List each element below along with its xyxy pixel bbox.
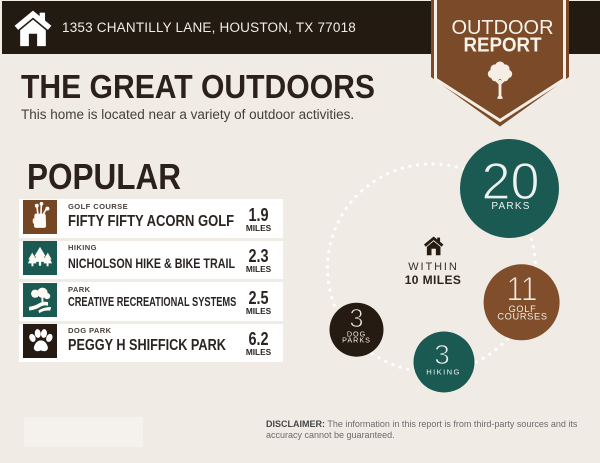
svg-text:20: 20 xyxy=(482,153,540,211)
svg-text:GOLF: GOLF xyxy=(509,304,537,314)
svg-text:PARKS: PARKS xyxy=(342,336,371,345)
svg-text:OUTDOOR: OUTDOOR xyxy=(452,17,554,39)
svg-text:HIKING: HIKING xyxy=(426,368,461,377)
svg-text:REPORT: REPORT xyxy=(464,35,542,57)
svg-text:DOG: DOG xyxy=(347,330,366,339)
svg-text:PARKS: PARKS xyxy=(491,201,530,212)
svg-text:10 MILES: 10 MILES xyxy=(405,273,462,287)
svg-text:WITHIN: WITHIN xyxy=(408,261,459,273)
svg-text:3: 3 xyxy=(434,339,450,370)
svg-text:11: 11 xyxy=(507,270,538,308)
svg-text:3: 3 xyxy=(349,305,363,333)
svg-text:COURSES: COURSES xyxy=(497,311,547,321)
